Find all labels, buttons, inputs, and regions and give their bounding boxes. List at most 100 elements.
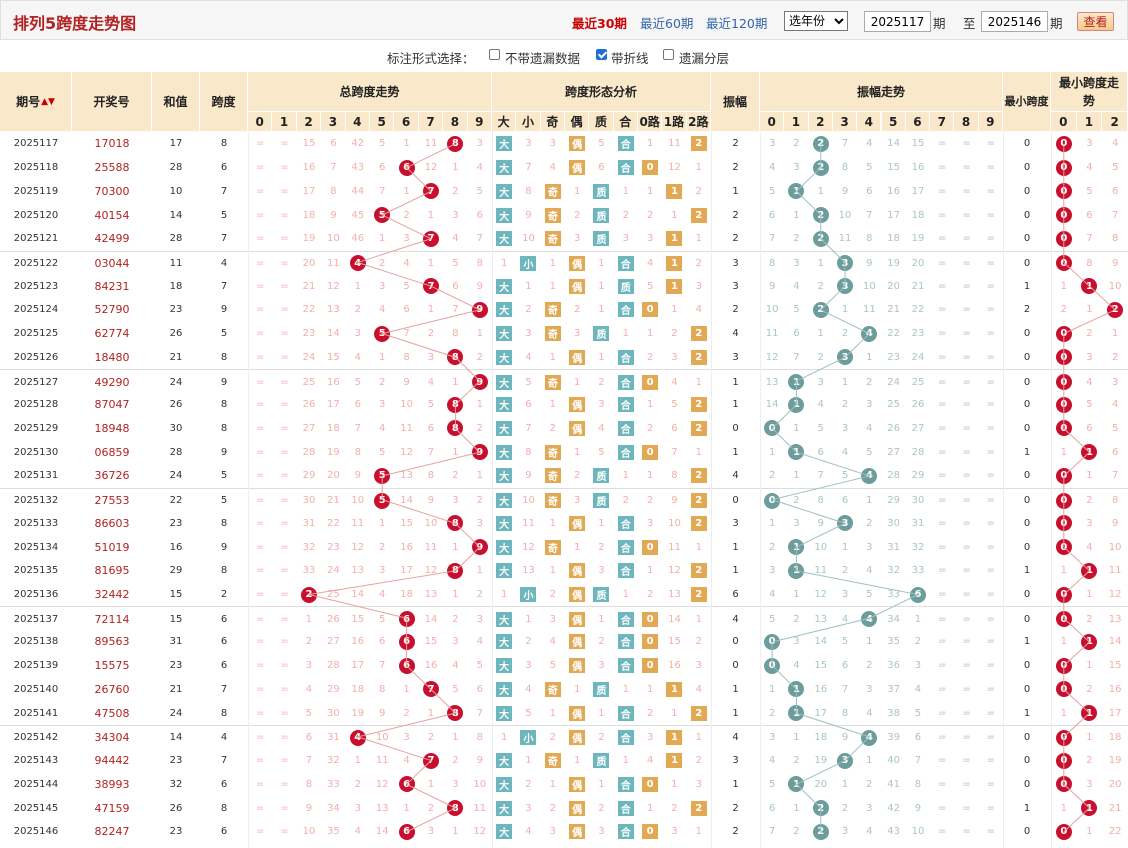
span-miss: = bbox=[280, 636, 289, 648]
amp-hit-mark: 2 bbox=[812, 301, 829, 318]
span-miss: = bbox=[256, 755, 265, 767]
recent-120-link[interactable]: 最近120期 bbox=[706, 16, 768, 31]
amp-miss: = bbox=[938, 376, 947, 388]
form-miss: 3 bbox=[525, 138, 532, 150]
span-miss: 5 bbox=[379, 613, 386, 625]
year-select[interactable]: 选年份 bbox=[784, 11, 848, 31]
min-miss: 7 bbox=[1111, 470, 1119, 482]
from-issue-input[interactable] bbox=[864, 11, 931, 32]
amp-hit-mark: 0 bbox=[764, 657, 781, 674]
form-miss: 5 bbox=[646, 280, 654, 292]
span-miss: 1 bbox=[305, 613, 313, 625]
span-miss: 6 bbox=[330, 138, 337, 150]
form-miss: 4 bbox=[671, 376, 678, 388]
form-hit: 合 bbox=[614, 772, 638, 796]
polyline-checkbox[interactable] bbox=[596, 49, 607, 60]
span-miss: 22 bbox=[302, 304, 316, 316]
form-hit-mark: 大 bbox=[496, 468, 513, 484]
span-miss: 16 bbox=[302, 162, 316, 174]
form-miss: 2 bbox=[598, 636, 605, 648]
sum-cell: 15 bbox=[169, 613, 183, 625]
layer-label[interactable]: 遗漏分层 bbox=[679, 51, 730, 66]
to-issue-input[interactable] bbox=[981, 11, 1048, 32]
span-miss: = bbox=[256, 446, 265, 458]
form-miss: 1 bbox=[622, 470, 629, 482]
amp-hit: 1 bbox=[784, 701, 808, 725]
amp-miss: 4 bbox=[866, 707, 873, 719]
span-miss: 18 bbox=[400, 589, 413, 601]
query-button[interactable]: 查看 bbox=[1077, 12, 1114, 31]
span-cell: 8 bbox=[220, 138, 228, 150]
min-span-cell: 0 bbox=[1023, 589, 1031, 601]
form-miss: 2 bbox=[549, 732, 556, 744]
span-miss: 10 bbox=[302, 826, 316, 838]
issue-cell: 2025126 bbox=[13, 351, 59, 363]
span-miss: 15 bbox=[400, 517, 413, 529]
amp-miss: 4 bbox=[914, 683, 922, 695]
form-hit-mark: 0 bbox=[642, 374, 659, 390]
amp-hit: 1 bbox=[784, 678, 808, 702]
form-hit: 0 bbox=[638, 370, 662, 394]
span-miss: = bbox=[256, 541, 265, 553]
amp-miss: = bbox=[986, 209, 996, 221]
form-col-header: 大 bbox=[492, 112, 517, 132]
form-hit: 质 bbox=[614, 274, 638, 298]
no-omission-checkbox[interactable] bbox=[489, 49, 500, 60]
polyline-label[interactable]: 带折线 bbox=[611, 51, 649, 66]
min-miss: 17 bbox=[1108, 707, 1122, 719]
amp-miss: 7 bbox=[841, 683, 849, 695]
span-miss: 2 bbox=[452, 470, 459, 482]
form-miss: 1 bbox=[622, 589, 629, 601]
form-hit: 奇 bbox=[541, 749, 565, 773]
form-hit: 合 bbox=[614, 132, 638, 156]
form-miss: 1 bbox=[598, 351, 605, 363]
span-miss: 9 bbox=[305, 802, 313, 814]
amp-miss: 1 bbox=[866, 495, 873, 507]
min-miss: 13 bbox=[1108, 613, 1122, 625]
span-hit: 5 bbox=[370, 203, 394, 227]
form-hit: 奇 bbox=[541, 489, 565, 513]
form-miss: 11 bbox=[668, 138, 681, 150]
min-span-cell: 1 bbox=[1023, 565, 1031, 577]
layer-checkbox[interactable] bbox=[663, 49, 674, 60]
min-hit: 0 bbox=[1051, 179, 1077, 203]
amp-hit-mark: 1 bbox=[788, 681, 805, 698]
amp-miss: 26 bbox=[911, 399, 925, 411]
span-cell: 7 bbox=[220, 683, 228, 695]
form-hit: 合 bbox=[614, 440, 638, 464]
amp-miss: 28 bbox=[911, 446, 925, 458]
min-span-cell: 1 bbox=[1023, 446, 1031, 458]
form-hit-mark: 合 bbox=[617, 444, 634, 460]
min-hit: 1 bbox=[1077, 796, 1103, 820]
span-miss: = bbox=[256, 589, 265, 601]
form-hit-mark: 偶 bbox=[569, 824, 586, 840]
form-hit-mark: 大 bbox=[496, 563, 513, 579]
span-miss: 3 bbox=[452, 636, 459, 648]
sum-cell: 28 bbox=[169, 162, 183, 174]
recent-30-link[interactable]: 最近30期 bbox=[572, 16, 627, 31]
form-hit: 合 bbox=[614, 345, 638, 369]
amp-hit-mark: 2 bbox=[812, 823, 829, 840]
amp-cell: 1 bbox=[732, 683, 739, 695]
issue-cell: 2025132 bbox=[13, 495, 59, 507]
form-miss: 3 bbox=[525, 328, 532, 340]
no-omission-label[interactable]: 不带遗漏数据 bbox=[505, 51, 581, 66]
amp-miss: 43 bbox=[887, 826, 901, 838]
recent-60-link[interactable]: 最近60期 bbox=[640, 16, 694, 31]
form-miss: 1 bbox=[573, 185, 581, 197]
amp-miss: = bbox=[938, 399, 947, 411]
amp-miss: 5 bbox=[768, 613, 776, 625]
span-miss: 8 bbox=[379, 683, 386, 695]
form-miss: 3 bbox=[549, 138, 556, 150]
amp-miss: = bbox=[938, 209, 947, 221]
span-miss: = bbox=[256, 257, 265, 269]
form-hit: 合 bbox=[614, 559, 638, 583]
span-cell: 6 bbox=[220, 660, 228, 672]
form-miss: 1 bbox=[549, 257, 556, 269]
min-span-cell: 0 bbox=[1023, 257, 1031, 269]
min-hit-mark: 1 bbox=[1081, 705, 1098, 722]
header-issue[interactable]: 期号 ▲▼ bbox=[0, 72, 72, 132]
span-miss: = bbox=[280, 565, 289, 577]
span-hit: 4 bbox=[346, 252, 370, 276]
form-miss: 10 bbox=[522, 495, 535, 507]
